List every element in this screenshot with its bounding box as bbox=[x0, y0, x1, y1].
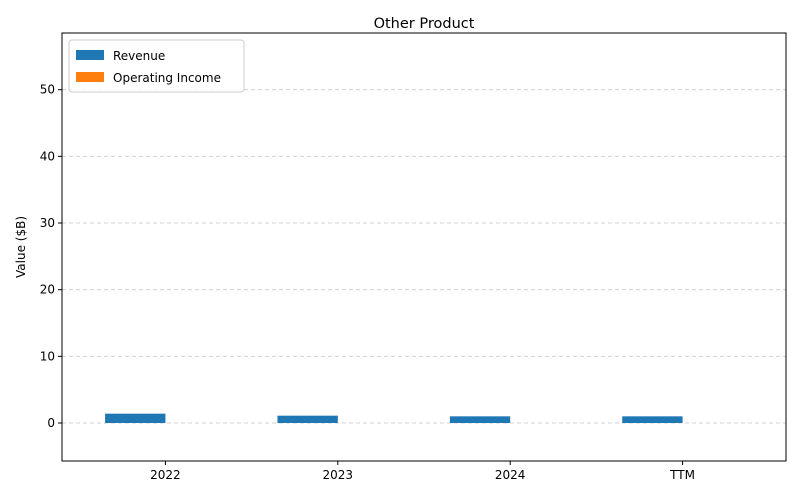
legend-label-operating-income: Operating Income bbox=[113, 71, 221, 85]
y-tick-label: 20 bbox=[40, 283, 55, 297]
x-tick-label: 2023 bbox=[323, 468, 354, 482]
y-tick-label: 40 bbox=[40, 149, 55, 163]
bar-revenue-ttm bbox=[622, 416, 683, 423]
x-tick-label: 2022 bbox=[150, 468, 181, 482]
bar-revenue-2024 bbox=[449, 416, 511, 423]
y-axis-label: Value ($B) bbox=[14, 216, 28, 278]
bars bbox=[105, 413, 683, 423]
y-tick-label: 30 bbox=[40, 216, 55, 230]
y-tick-label: 0 bbox=[47, 416, 55, 430]
x-axis: 2022 2023 2024 TTM bbox=[150, 461, 695, 482]
legend-label-revenue: Revenue bbox=[113, 49, 165, 63]
plot-frame bbox=[61, 32, 787, 462]
x-tick-label: 2024 bbox=[495, 468, 526, 482]
y-tick-label: 50 bbox=[40, 83, 55, 97]
y-axis: 0 10 20 30 40 50 bbox=[40, 83, 62, 430]
legend-swatch-revenue bbox=[76, 50, 104, 60]
legend-swatch-operating-income bbox=[76, 72, 104, 82]
legend: Revenue Operating Income bbox=[68, 39, 245, 93]
bar-revenue-2023 bbox=[277, 415, 338, 423]
x-tick-label: TTM bbox=[669, 468, 695, 482]
y-tick-label: 10 bbox=[40, 349, 55, 363]
bar-revenue-2022 bbox=[105, 413, 166, 423]
chart-title: Other Product bbox=[374, 16, 475, 32]
legend-box bbox=[68, 39, 245, 93]
